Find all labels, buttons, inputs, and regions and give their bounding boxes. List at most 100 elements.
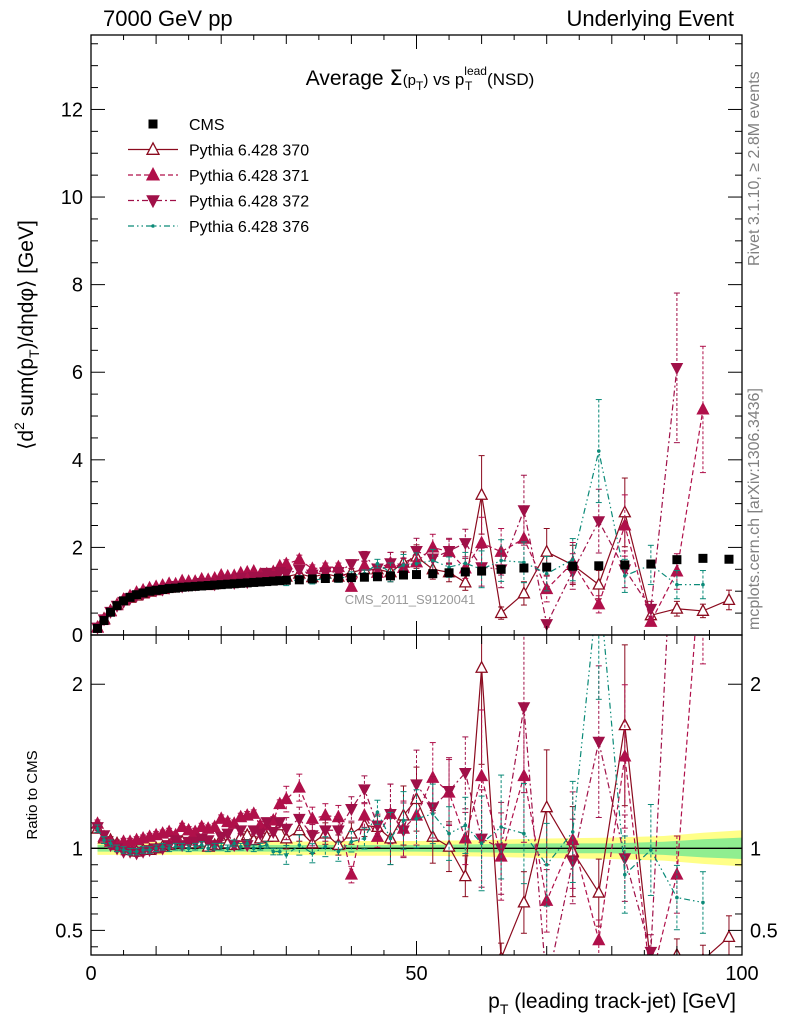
main-point-pythia-6-428-370 bbox=[475, 487, 489, 500]
main-ytick-label: 6 bbox=[72, 362, 83, 384]
ratio-point-pythia-6-428-376 bbox=[479, 841, 484, 846]
title-sub-t2: T bbox=[465, 79, 473, 93]
main-point-cms bbox=[281, 575, 291, 585]
ratio-point-pythia-6-428-376 bbox=[336, 849, 341, 854]
main-point-cms bbox=[460, 567, 470, 577]
ratio-point-pythia-6-428-371 bbox=[162, 824, 176, 837]
title-average: Average bbox=[306, 67, 390, 90]
main-point-pythia-6-428-371 bbox=[618, 518, 632, 531]
legend-label-pythia-6-428-371: Pythia 6.428 371 bbox=[189, 168, 309, 185]
legend-marker-pythia-6-428-370 bbox=[145, 141, 161, 155]
ratio-point-pythia-6-428-372 bbox=[458, 767, 472, 780]
main-ytick-label: 10 bbox=[61, 187, 83, 209]
main-point-cms bbox=[190, 581, 200, 591]
main-point-cms bbox=[99, 616, 109, 626]
ratio-point-pythia-6-428-376 bbox=[121, 848, 126, 852]
main-point-pythia-6-428-372 bbox=[442, 546, 456, 559]
main-point-cms bbox=[594, 561, 604, 571]
main-point-cms bbox=[698, 553, 708, 563]
main-point-pythia-6-428-370 bbox=[494, 605, 508, 619]
title-close: ) bbox=[423, 72, 428, 89]
main-point-cms bbox=[216, 580, 226, 590]
ratio-point-pythia-6-428-371 bbox=[214, 811, 228, 824]
ratio-point-pythia-6-428-376 bbox=[199, 843, 204, 847]
title-sub-t: T bbox=[416, 79, 424, 93]
main-point-pythia-6-428-372 bbox=[540, 619, 554, 632]
main-point-pythia-6-428-376 bbox=[522, 560, 526, 565]
rivet-label: Rivet 3.1.10, ≥ 2.8M events bbox=[746, 71, 763, 266]
ratio-point-pythia-6-428-371 bbox=[318, 808, 332, 821]
ratio-point-pythia-6-428-376 bbox=[675, 895, 679, 900]
ratio-point-pythia-6-428-372 bbox=[273, 817, 287, 830]
ratio-point-pythia-6-428-376 bbox=[375, 810, 380, 815]
legend-marker-pythia-6-428-372 bbox=[146, 195, 160, 209]
main-point-cms bbox=[412, 570, 421, 580]
ratio-point-pythia-6-428-370 bbox=[592, 885, 606, 898]
main-point-cms bbox=[132, 590, 142, 600]
ratio-series-pythia-6-428-376 bbox=[94, 635, 706, 934]
ratio-point-pythia-6-428-376 bbox=[264, 843, 269, 847]
ratio-point-pythia-6-428-376 bbox=[499, 825, 503, 829]
ratio-point-pythia-6-428-370 bbox=[517, 895, 531, 908]
ratio-point-pythia-6-428-371 bbox=[592, 932, 606, 946]
ratio-point-pythia-6-428-376 bbox=[225, 846, 230, 851]
legend-label-pythia-6-428-376: Pythia 6.428 376 bbox=[189, 219, 309, 236]
main-title: Average Σ(pT) vs plead T (NSD) bbox=[306, 64, 535, 93]
ratio-point-pythia-6-428-371 bbox=[279, 791, 293, 805]
main-point-cms bbox=[112, 601, 122, 611]
main-series-pythia-6-428-372 bbox=[91, 292, 684, 635]
ratio-point-pythia-6-428-376 bbox=[649, 848, 653, 852]
main-point-pythia-6-428-371 bbox=[696, 402, 710, 415]
main-point-pythia-6-428-376 bbox=[596, 449, 601, 453]
ratio-point-pythia-6-428-376 bbox=[141, 848, 145, 852]
ratio-point-pythia-6-428-372 bbox=[410, 779, 423, 792]
main-point-pythia-6-428-372 bbox=[644, 603, 658, 616]
main-point-pythia-6-428-372 bbox=[358, 551, 371, 564]
ratio-ytick-label-left: 2 bbox=[72, 674, 83, 696]
ratio-point-pythia-6-428-370 bbox=[442, 839, 456, 852]
main-point-cms bbox=[320, 574, 330, 584]
ratio-point-pythia-6-428-376 bbox=[349, 839, 354, 844]
main-point-pythia-6-428-370 bbox=[722, 592, 736, 606]
xl-sub-t: T bbox=[500, 1001, 509, 1017]
ratio-point-pythia-6-428-376 bbox=[310, 851, 315, 856]
ratio-point-pythia-6-428-372 bbox=[517, 702, 531, 715]
ratio-point-pythia-6-428-372 bbox=[260, 817, 274, 830]
ratio-point-pythia-6-428-376 bbox=[414, 816, 419, 821]
main-point-pythia-6-428-376 bbox=[623, 574, 627, 578]
ratio-point-pythia-6-428-376 bbox=[115, 846, 119, 851]
ratio-point-pythia-6-428-376 bbox=[544, 862, 549, 867]
ratio-panel: 0.5 0.5 1 1 2 2 0 50 100 Ratio to CMS pT (leadin… bbox=[24, 634, 778, 1017]
main-point-cms bbox=[496, 564, 506, 574]
main-point-cms bbox=[177, 582, 187, 592]
main-ytick-label: 2 bbox=[72, 537, 83, 559]
legend: CMS Pythia 6.428 370 Pythia 6.428 371 Pythi… bbox=[128, 117, 309, 236]
main-point-cms bbox=[223, 579, 233, 589]
ratio-point-pythia-6-428-376 bbox=[623, 872, 627, 877]
ratio-point-pythia-6-428-371 bbox=[208, 819, 222, 833]
main-point-cms bbox=[236, 578, 246, 588]
main-point-cms bbox=[268, 576, 278, 586]
main-point-cms bbox=[119, 596, 129, 606]
ratio-point-pythia-6-428-376 bbox=[251, 846, 256, 851]
ratio-point-pythia-6-428-376 bbox=[447, 831, 451, 836]
ratio-point-pythia-6-428-372 bbox=[494, 843, 508, 856]
main-series-cms bbox=[93, 553, 734, 633]
main-point-cms bbox=[359, 572, 369, 582]
ratio-series bbox=[91, 635, 736, 955]
ratio-point-pythia-6-428-372 bbox=[253, 828, 267, 841]
legend-label-pythia-6-428-370: Pythia 6.428 370 bbox=[189, 143, 309, 160]
main-point-pythia-6-428-376 bbox=[570, 557, 575, 562]
ratio-xlabel: pT (leading track-jet) [GeV] bbox=[488, 990, 736, 1017]
main-point-pythia-6-428-372 bbox=[292, 564, 306, 577]
legend-label-cms: CMS bbox=[189, 117, 225, 134]
main-point-cms bbox=[151, 585, 161, 595]
ratio-point-pythia-6-428-371 bbox=[175, 819, 189, 833]
ratio-point-pythia-6-428-376 bbox=[212, 844, 217, 849]
ratio-point-pythia-6-428-376 bbox=[277, 849, 282, 854]
ratio-point-pythia-6-428-371 bbox=[305, 811, 319, 824]
ratio-point-pythia-6-428-372 bbox=[221, 828, 235, 841]
ratio-ylabel: Ratio to CMS bbox=[24, 750, 41, 839]
ratio-point-pythia-6-428-371 bbox=[670, 867, 684, 880]
main-point-pythia-6-428-370 bbox=[540, 544, 554, 557]
